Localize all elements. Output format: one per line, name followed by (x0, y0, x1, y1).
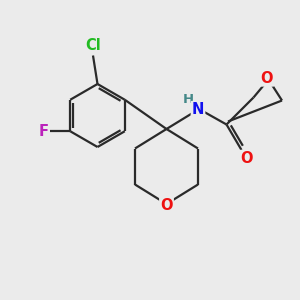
Text: O: O (241, 151, 253, 166)
Text: N: N (192, 102, 204, 117)
Text: Cl: Cl (85, 38, 101, 53)
Text: O: O (160, 198, 173, 213)
Text: H: H (183, 93, 194, 106)
Text: F: F (38, 124, 48, 139)
Text: O: O (261, 70, 273, 86)
